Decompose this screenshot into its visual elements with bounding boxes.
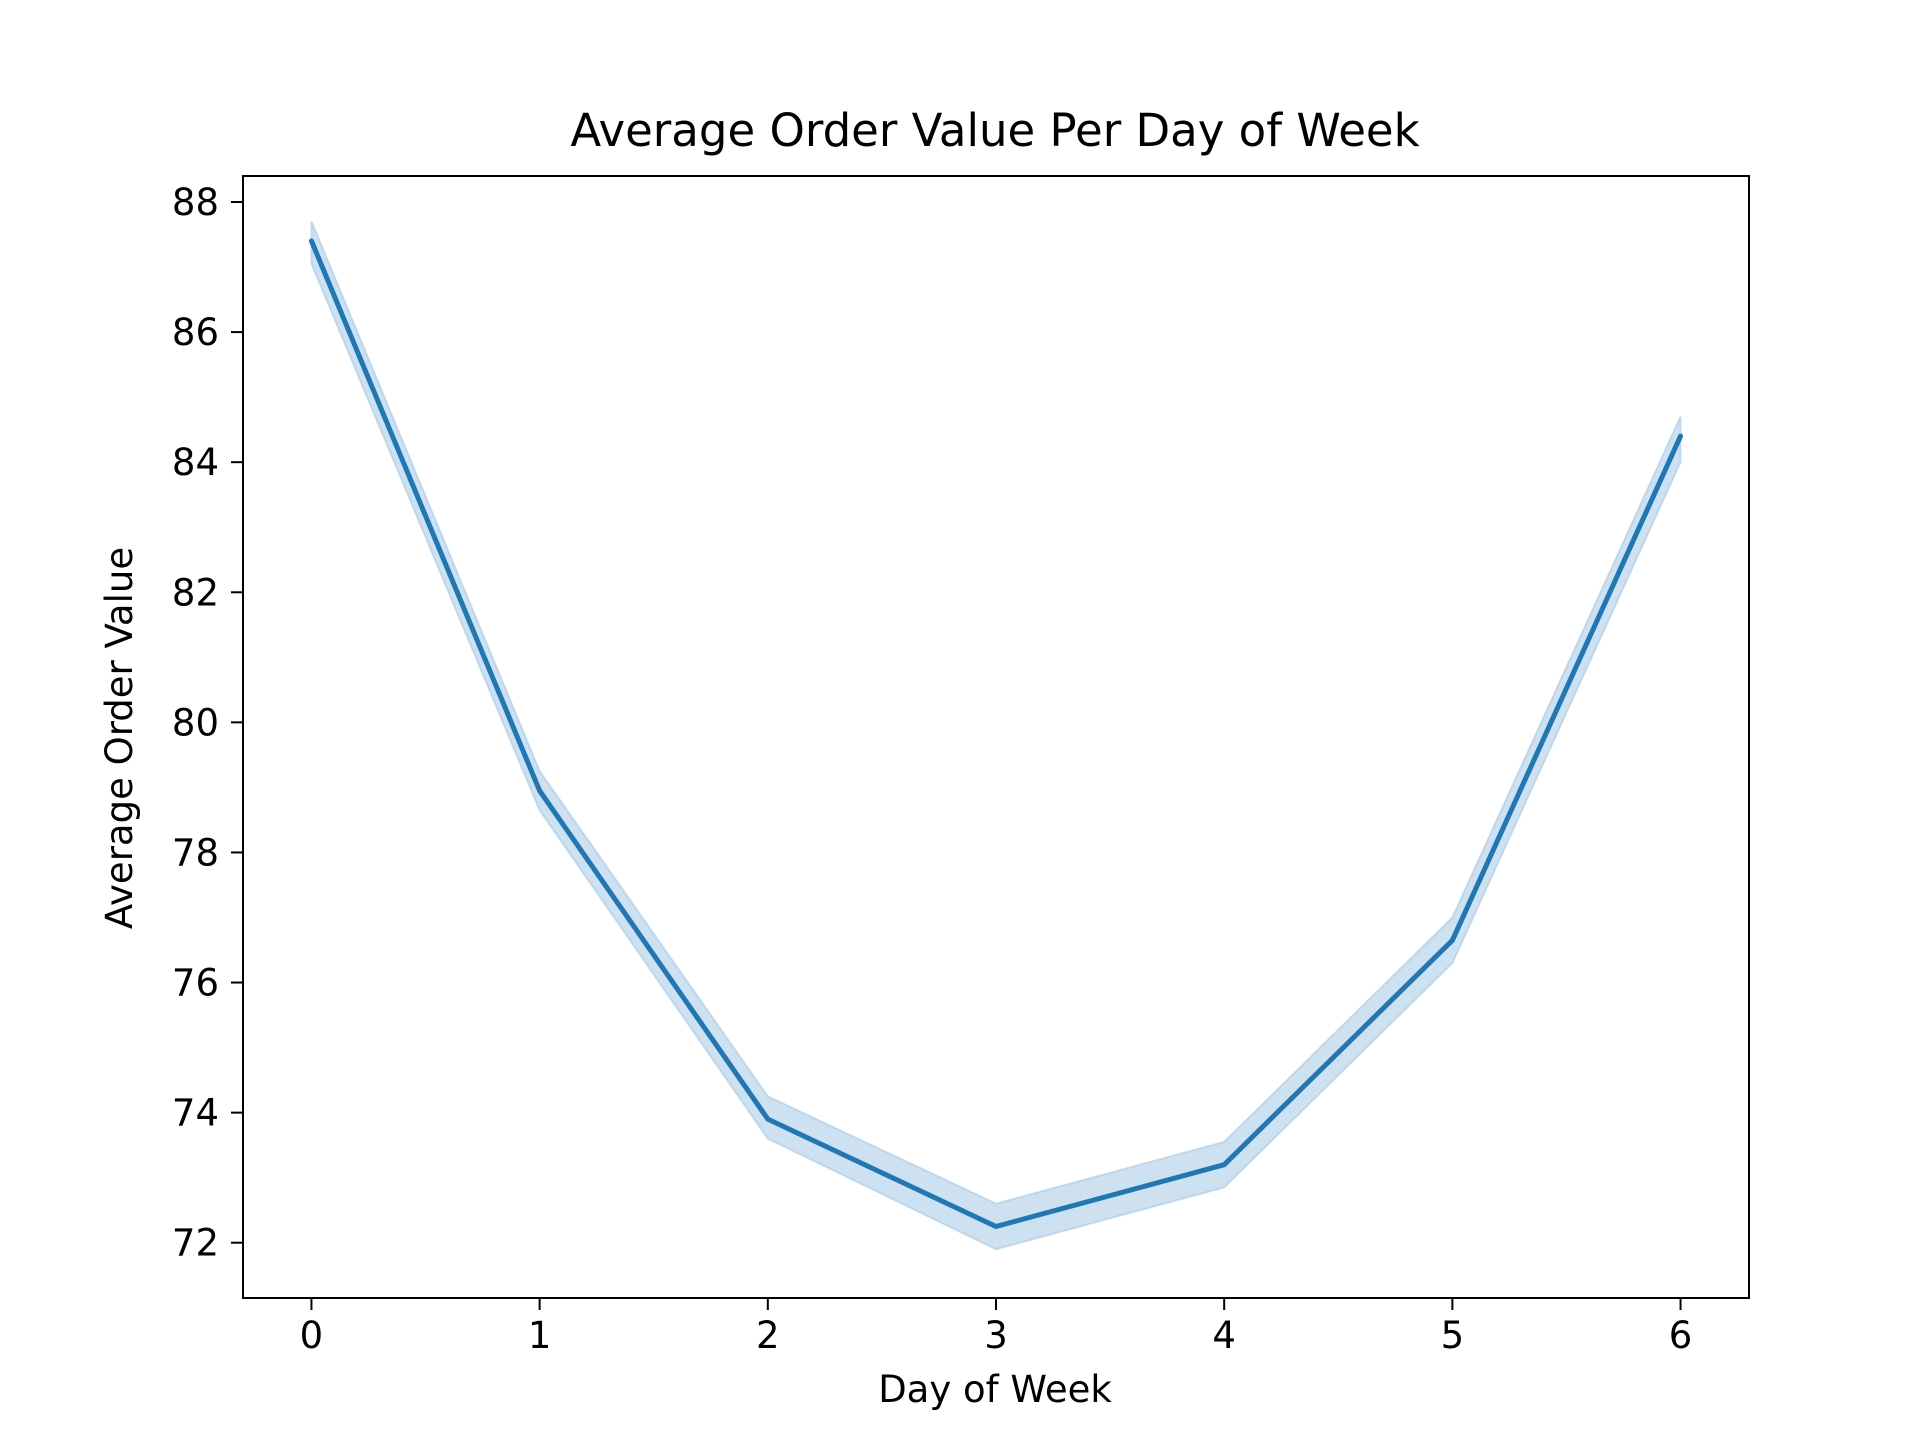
plot-area	[308, 221, 1684, 1251]
series-0-confidence-band	[310, 221, 1682, 1251]
data-point-5	[1449, 937, 1455, 943]
data-point-0	[308, 238, 314, 244]
y-tick-label-74: 74	[172, 1092, 219, 1135]
data-point-6	[1678, 433, 1684, 439]
chart-title: Average Order Value Per Day of Week	[570, 104, 1419, 157]
x-axis-label: Day of Week	[878, 1368, 1112, 1411]
y-tick-label-72: 72	[172, 1222, 219, 1265]
y-axis-label: Average Order Value	[98, 547, 141, 929]
x-tick-label-6: 6	[1669, 1314, 1693, 1357]
y-tick-label-88: 88	[172, 181, 219, 224]
y-tick-label-76: 76	[172, 962, 219, 1005]
axes: 0 1 2 3 4 5 6 72 74 76 78 80 82 84 86 88	[172, 175, 1750, 1357]
x-tick-label-5: 5	[1441, 1314, 1465, 1357]
y-tick-label-84: 84	[172, 441, 219, 484]
y-tick-label-86: 86	[172, 311, 219, 354]
data-point-3	[993, 1223, 999, 1229]
y-tick-label-78: 78	[172, 831, 219, 874]
x-tick-label-0: 0	[300, 1314, 324, 1357]
y-tick-label-82: 82	[172, 571, 219, 614]
data-point-1	[537, 788, 543, 794]
y-tick-label-80: 80	[172, 701, 219, 744]
data-point-4	[1221, 1162, 1227, 1168]
data-point-2	[765, 1116, 771, 1122]
x-tick-label-3: 3	[984, 1314, 1008, 1357]
x-tick-label-4: 4	[1212, 1314, 1236, 1357]
x-tick-label-2: 2	[756, 1314, 780, 1357]
x-tick-label-1: 1	[528, 1314, 552, 1357]
